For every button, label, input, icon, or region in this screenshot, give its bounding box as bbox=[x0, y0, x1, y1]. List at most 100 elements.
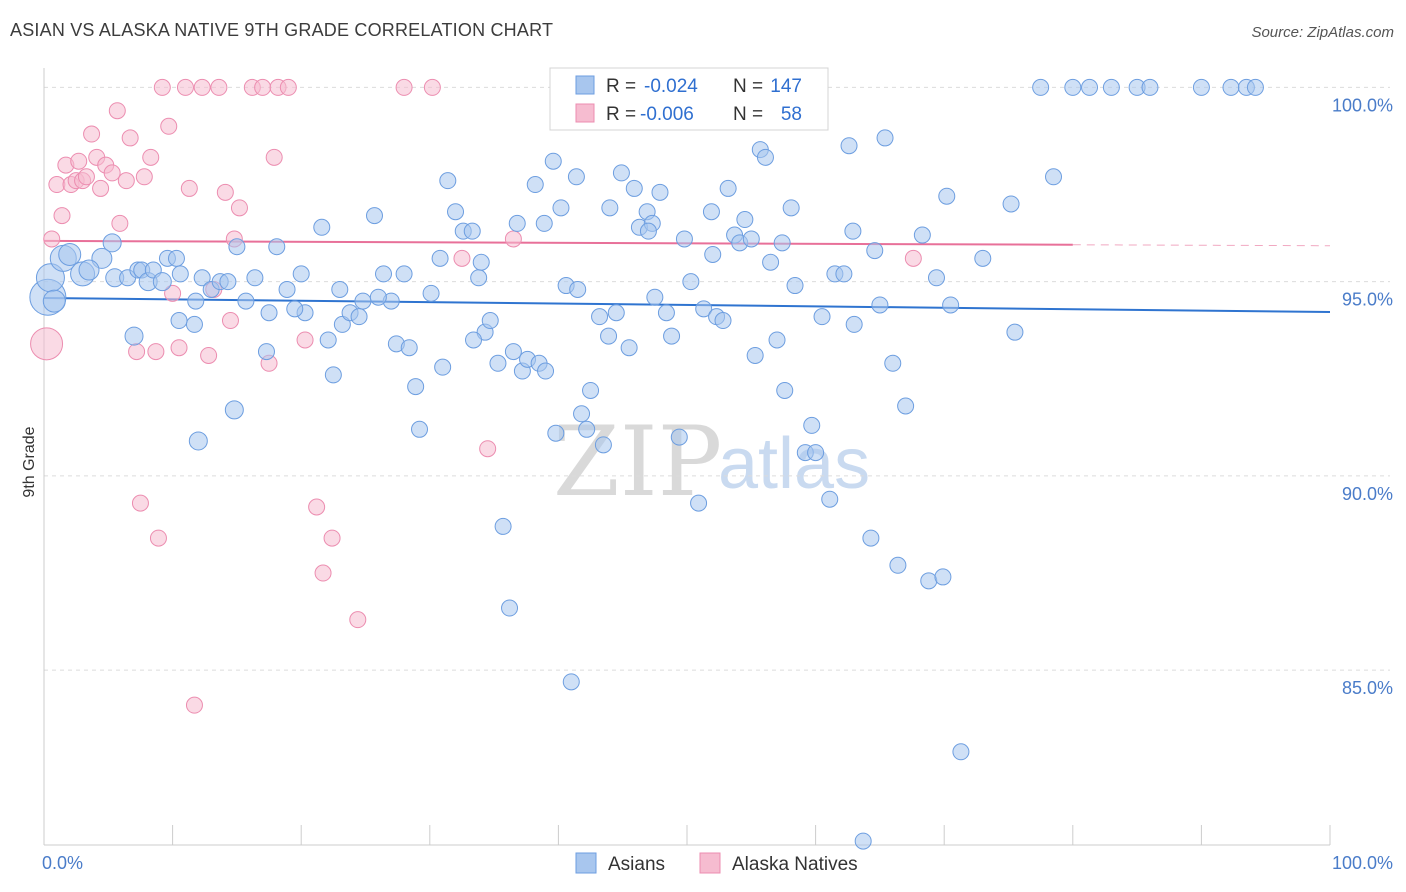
point-asians-165 bbox=[547, 424, 565, 442]
point-asians-73 bbox=[578, 420, 596, 438]
point-asians-115 bbox=[862, 529, 880, 547]
point-asians-152 bbox=[582, 381, 600, 399]
point-alaska-natives-32 bbox=[193, 78, 211, 96]
point-asians-47 bbox=[411, 420, 429, 438]
point-asians-146 bbox=[286, 300, 304, 318]
point-asians-34 bbox=[324, 366, 342, 384]
y-axis-title: 9th Grade bbox=[21, 426, 38, 497]
point-asians-51 bbox=[439, 172, 457, 190]
point-asians-164 bbox=[639, 222, 657, 240]
point-asians-49 bbox=[431, 249, 449, 267]
point-alaska-natives-49 bbox=[323, 529, 341, 547]
point-asians-154 bbox=[646, 288, 664, 306]
point-asians-67 bbox=[544, 152, 562, 170]
trend-lines bbox=[43, 239, 1331, 313]
point-asians-32 bbox=[313, 218, 331, 236]
point-alaska-natives-53 bbox=[453, 249, 471, 267]
point-asians-128 bbox=[1032, 78, 1050, 96]
stats-legend-n-label-asians: N = bbox=[733, 76, 763, 97]
series-legend-swatch-asians bbox=[575, 852, 597, 874]
point-asians-109 bbox=[807, 444, 825, 462]
point-asians-35 bbox=[331, 280, 349, 298]
point-asians-85 bbox=[657, 304, 675, 322]
point-alaska-natives-45 bbox=[279, 78, 297, 96]
point-alaska-natives-51 bbox=[395, 78, 413, 96]
point-alaska-natives-24 bbox=[149, 529, 167, 547]
point-alaska-natives-26 bbox=[160, 117, 178, 135]
point-asians-149 bbox=[504, 343, 522, 361]
point-alaska-natives-15 bbox=[108, 102, 126, 120]
point-asians-59 bbox=[494, 517, 512, 535]
point-asians-130 bbox=[1064, 78, 1082, 96]
point-alaska-natives-36 bbox=[216, 183, 234, 201]
point-asians-126 bbox=[952, 743, 970, 761]
point-asians-163 bbox=[844, 222, 862, 240]
point-alaska-natives-21 bbox=[135, 168, 153, 186]
point-asians-121 bbox=[913, 226, 931, 244]
point-asians-90 bbox=[690, 494, 708, 512]
point-asians-118 bbox=[876, 129, 894, 147]
stats-legend-n-value-asians: 147 bbox=[770, 76, 802, 97]
point-asians-75 bbox=[594, 436, 612, 454]
stats-legend-swatch-asians bbox=[575, 75, 595, 95]
point-asians-131 bbox=[1081, 78, 1099, 96]
point-asians-30 bbox=[292, 265, 310, 283]
point-asians-80 bbox=[625, 179, 643, 197]
point-asians-60 bbox=[501, 599, 519, 617]
point-asians-94 bbox=[714, 312, 732, 330]
point-asians-87 bbox=[670, 428, 688, 446]
series-legend-label-asians: Asians bbox=[608, 854, 665, 875]
point-asians-104 bbox=[776, 381, 794, 399]
point-asians-124 bbox=[934, 568, 952, 586]
point-asians-153 bbox=[601, 199, 619, 217]
chart-title: ASIAN VS ALASKA NATIVE 9TH GRADE CORRELA… bbox=[10, 20, 554, 40]
grid-lines bbox=[44, 86, 1390, 671]
point-asians-72 bbox=[573, 405, 591, 423]
point-asians-111 bbox=[821, 490, 839, 508]
point-asians-66 bbox=[535, 214, 553, 232]
stats-legend-n-label-alaska-natives: N = bbox=[733, 104, 763, 125]
series-legend-label-alaska-natives: Alaska Natives bbox=[732, 854, 858, 875]
point-asians-166 bbox=[465, 331, 483, 349]
point-alaska-natives-3 bbox=[53, 207, 71, 225]
point-asians-132 bbox=[1102, 78, 1120, 96]
point-alaska-natives-29 bbox=[176, 78, 194, 96]
point-asians-71 bbox=[567, 168, 585, 186]
point-asians-159 bbox=[942, 296, 960, 314]
y-tick-label-1: 95.0% bbox=[1342, 290, 1393, 310]
stats-legend-r-value-asians: -0.024 bbox=[644, 76, 698, 97]
point-asians-105 bbox=[782, 199, 800, 217]
point-alaska-natives-27 bbox=[164, 284, 182, 302]
point-asians-150 bbox=[537, 362, 555, 380]
point-asians-17 bbox=[187, 292, 205, 310]
point-asians-40 bbox=[366, 207, 384, 225]
point-alaska-natives-18 bbox=[121, 129, 139, 147]
x-tick-label-min: 0.0% bbox=[42, 853, 83, 873]
point-asians-135 bbox=[1192, 78, 1210, 96]
point-asians-19 bbox=[193, 269, 211, 287]
point-asians-144 bbox=[224, 400, 244, 420]
point-asians-61 bbox=[508, 214, 526, 232]
point-asians-28 bbox=[268, 238, 286, 256]
point-asians-26 bbox=[257, 343, 275, 361]
point-alaska-natives-37 bbox=[221, 312, 239, 330]
point-asians-95 bbox=[719, 179, 737, 197]
point-asians-145 bbox=[188, 431, 208, 451]
point-asians-147 bbox=[369, 288, 387, 306]
point-alaska-natives-28 bbox=[170, 339, 188, 357]
point-asians-123 bbox=[927, 269, 945, 287]
point-asians-134 bbox=[1141, 78, 1159, 96]
point-asians-54 bbox=[463, 222, 481, 240]
point-alaska-natives-41 bbox=[254, 78, 272, 96]
point-alaska-natives-52 bbox=[423, 78, 441, 96]
point-asians-76 bbox=[600, 327, 618, 345]
point-asians-116 bbox=[866, 242, 884, 260]
point-alaska-natives-1 bbox=[43, 230, 61, 248]
point-asians-15 bbox=[167, 249, 185, 267]
stats-legend-box bbox=[549, 67, 829, 131]
series-legend: Asians Alaska Natives bbox=[575, 852, 858, 875]
point-alaska-natives-47 bbox=[308, 498, 326, 516]
axes bbox=[43, 68, 1331, 846]
chart-source: Source: ZipAtlas.com bbox=[1251, 24, 1394, 41]
